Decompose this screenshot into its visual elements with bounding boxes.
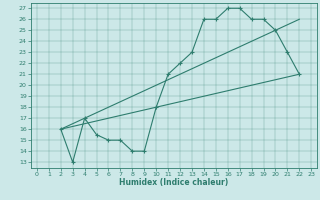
X-axis label: Humidex (Indice chaleur): Humidex (Indice chaleur) — [119, 178, 229, 187]
